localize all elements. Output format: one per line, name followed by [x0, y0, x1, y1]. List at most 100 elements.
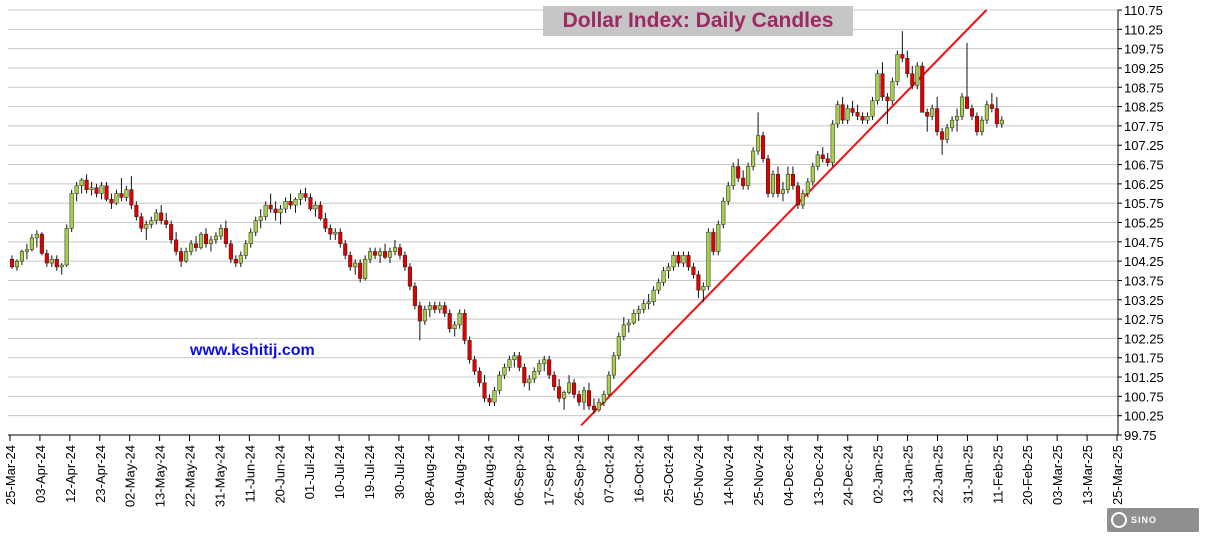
candle-down: [343, 243, 348, 256]
candle-down: [825, 158, 830, 163]
x-tick-label: 06-Sep-24: [512, 445, 527, 506]
x-tick-label: 16-Oct-24: [631, 445, 646, 503]
x-tick-label: 12-Apr-24: [63, 445, 78, 503]
candle-up: [830, 123, 835, 163]
x-tick-label: 13-Mar-25: [1080, 445, 1095, 505]
y-tick-label: 107.75: [1124, 119, 1164, 134]
chart-title: Dollar Index: Daily Candles: [562, 9, 834, 32]
x-tick-label: 25-Nov-24: [751, 445, 766, 506]
x-tick-label: 22-May-24: [183, 445, 198, 507]
candle-up: [49, 258, 54, 264]
candle-down: [572, 382, 577, 395]
candle-down: [44, 253, 49, 264]
candle-down: [576, 394, 582, 403]
candle-up: [368, 251, 373, 260]
candle-up: [706, 231, 711, 287]
candle-up: [537, 363, 542, 372]
candle-down: [193, 243, 199, 248]
candle-down: [591, 405, 596, 411]
x-tick-label: 13-Dec-24: [811, 445, 826, 506]
y-tick-label: 102.25: [1124, 331, 1164, 346]
candle-down: [964, 96, 970, 109]
candle-down: [447, 313, 452, 329]
candle-down: [775, 173, 781, 194]
x-tick-label: 20-Jun-24: [272, 445, 287, 504]
candle-up: [59, 264, 64, 268]
candle-up: [313, 204, 318, 210]
x-tick-label: 05-Nov-24: [691, 445, 706, 506]
candle-up: [542, 359, 547, 364]
candle-down: [795, 185, 800, 206]
candle-down: [273, 208, 278, 214]
candle-up: [189, 243, 194, 252]
y-tick-label: 109.25: [1124, 61, 1164, 76]
candle-up: [984, 104, 989, 121]
candle-up: [646, 301, 651, 304]
candle-down: [850, 108, 855, 113]
candle-down: [129, 189, 134, 206]
candle-up: [810, 166, 815, 183]
candle-down: [119, 193, 124, 198]
x-tick-label: 30-Jul-24: [392, 445, 407, 499]
y-tick-label: 103.75: [1124, 273, 1164, 288]
candle-up: [154, 212, 159, 221]
logo-icon: [1111, 512, 1127, 528]
candle-up: [865, 116, 870, 121]
candle-down: [94, 187, 99, 194]
x-tick-label: 08-Aug-24: [422, 445, 437, 506]
logo-mark-text: SINO: [1131, 515, 1158, 525]
candle-up: [681, 255, 686, 264]
x-tick-label: 14-Nov-24: [721, 445, 736, 506]
candle-up: [283, 201, 288, 210]
x-tick-label: 22-Jan-25: [930, 445, 945, 504]
candle-up: [422, 309, 427, 322]
candle-up: [726, 185, 731, 202]
candle-up: [278, 208, 283, 214]
candle-down: [203, 233, 209, 245]
candle-up: [780, 189, 785, 194]
candle-down: [989, 104, 994, 109]
candle-down: [711, 231, 716, 252]
candle-down: [676, 255, 681, 264]
candle-down: [880, 73, 885, 98]
candle-down: [855, 112, 860, 117]
candle-down: [586, 390, 592, 407]
candle-up: [253, 220, 258, 233]
candle-up: [716, 224, 721, 252]
candle-down: [517, 355, 522, 368]
candle-up: [616, 336, 621, 357]
x-tick-label: 31-Jan-25: [960, 445, 975, 504]
candle-down: [691, 266, 696, 275]
candle-up: [293, 199, 298, 206]
x-tick-label: 07-Oct-24: [601, 445, 616, 503]
candle-up: [79, 179, 84, 187]
candles: [9, 31, 1004, 414]
x-tick-label: 25-Mar-24: [3, 445, 18, 505]
candle-up: [437, 305, 442, 310]
candle-up: [950, 119, 955, 129]
candle-up: [208, 239, 213, 245]
y-tick-label: 101.75: [1124, 351, 1164, 366]
candle-up: [258, 216, 263, 221]
candle-up: [945, 127, 950, 140]
candle-up: [89, 187, 94, 190]
candle-down: [462, 313, 467, 341]
candle-down: [348, 255, 353, 268]
candle-down: [268, 204, 273, 210]
candle-up: [746, 166, 751, 187]
candle-down: [696, 274, 701, 291]
candle-down: [840, 104, 845, 121]
candle-up: [999, 119, 1004, 125]
candle-up: [512, 355, 517, 360]
candle-up: [248, 231, 253, 244]
x-tick-label: 02-Jan-25: [871, 445, 886, 504]
x-tick-label: 25-Oct-24: [661, 445, 676, 503]
candle-up: [800, 193, 805, 206]
candle-up: [656, 282, 661, 291]
x-tick-label: 11-Feb-25: [990, 445, 1005, 504]
y-tick-label: 108.25: [1124, 100, 1164, 115]
candle-down: [397, 247, 403, 256]
y-tick-label: 105.75: [1124, 196, 1164, 211]
y-tick-label: 104.25: [1124, 254, 1164, 269]
x-tick-label: 01-Jul-24: [302, 445, 317, 499]
